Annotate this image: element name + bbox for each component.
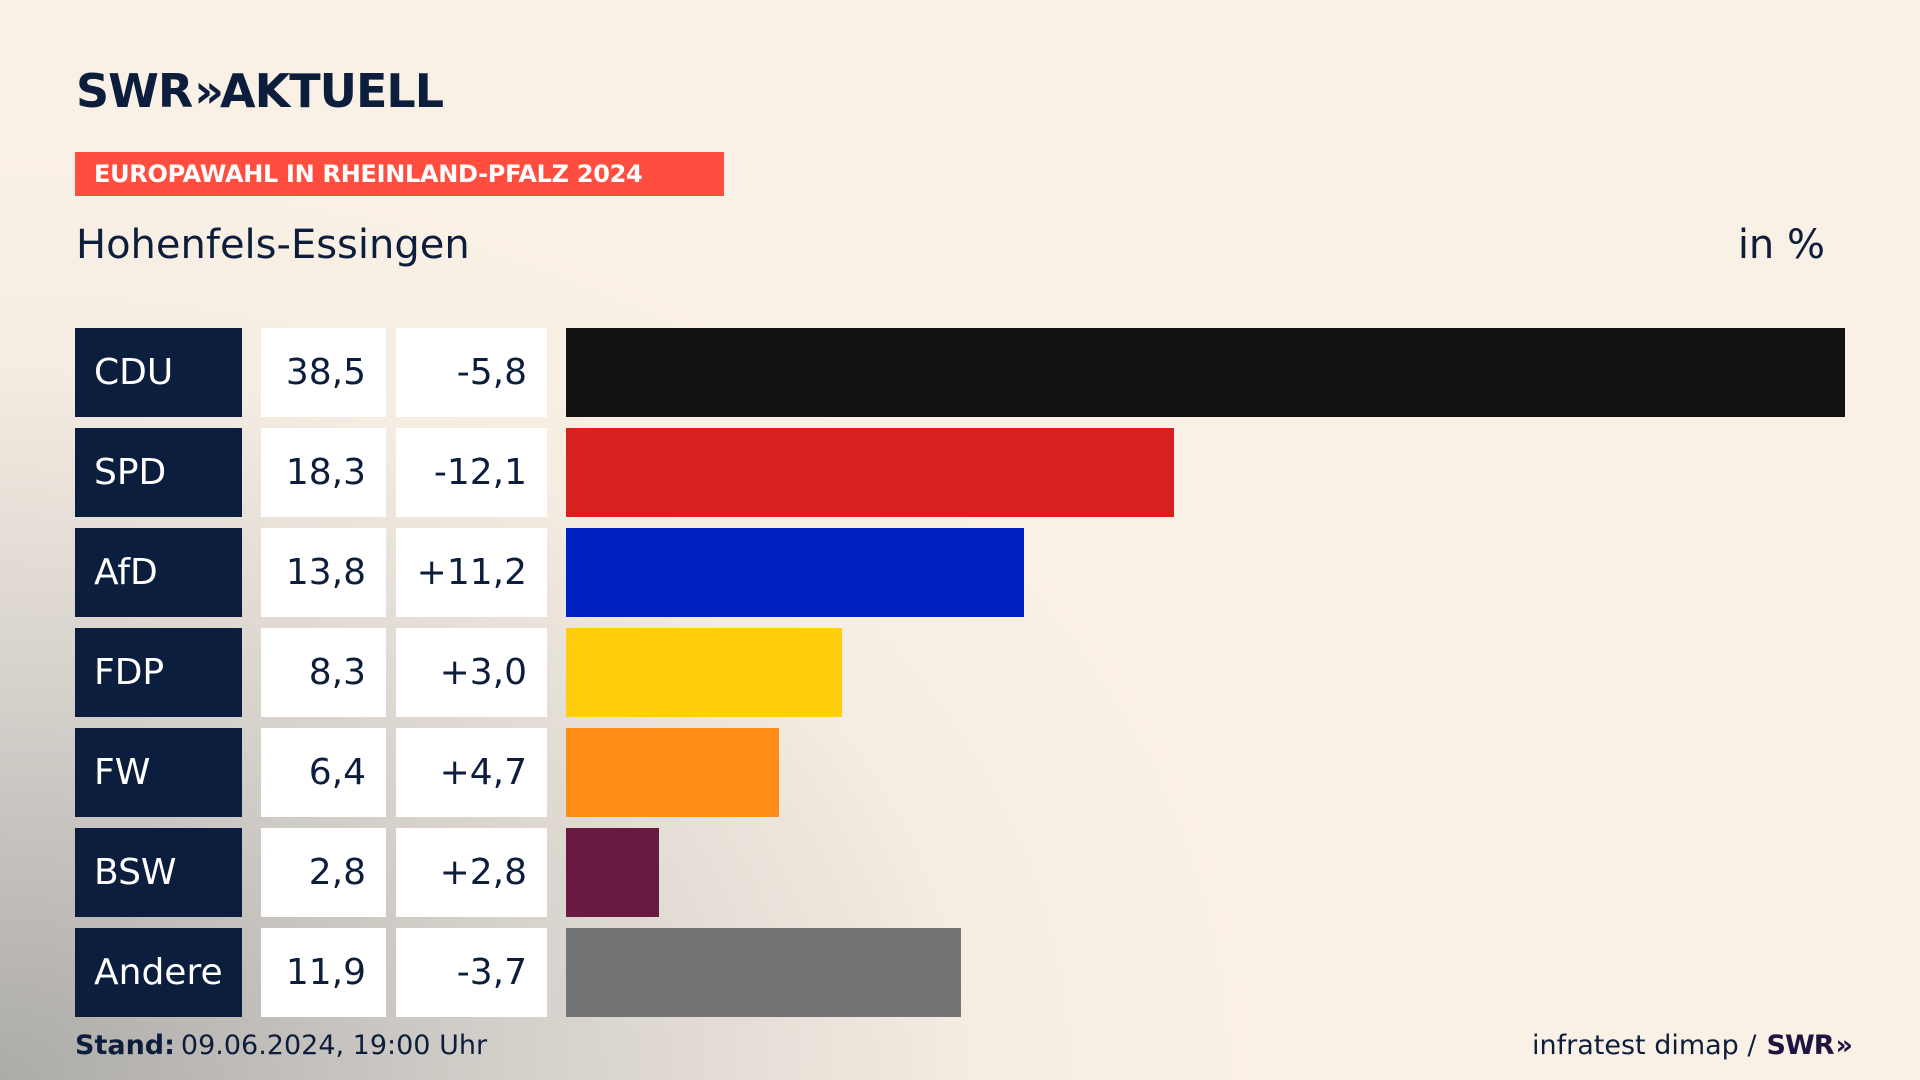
vote-share-value: 13,8 [261,528,386,617]
source-credit: infratest dimap / SWR » [1532,1030,1854,1061]
party-label: Andere [75,928,242,1017]
change-value: +3,0 [396,628,547,717]
timestamp: Stand: 09.06.2024, 19:00 Uhr [75,1030,487,1061]
bar-andere [566,928,961,1017]
result-row-spd: SPD 18,3 -12,1 [0,428,1920,517]
change-value: +2,8 [396,828,547,917]
change-value: -3,7 [396,928,547,1017]
logo-swr-text: SWR [76,64,193,118]
vote-share-value: 11,9 [261,928,386,1017]
bar-fw [566,728,779,817]
bar-afd [566,528,1024,617]
party-label: CDU [75,328,242,417]
bar-fdp [566,628,842,717]
election-banner: EUROPAWAHL IN RHEINLAND-PFALZ 2024 [75,152,724,196]
unit-label: in % [1737,222,1825,268]
source-swr-logo: SWR [1766,1030,1835,1061]
swr-aktuell-logo: SWR » AKTUELL [76,64,444,118]
vote-share-value: 8,3 [261,628,386,717]
logo-chevron-icon: » [194,64,223,118]
change-value: -5,8 [396,328,547,417]
party-label: SPD [75,428,242,517]
bar-spd [566,428,1174,517]
result-row-andere: Andere 11,9 -3,7 [0,928,1920,1017]
party-label: AfD [75,528,242,617]
bar-cdu [566,328,1845,417]
logo-aktuell-text: AKTUELL [220,64,444,118]
stand-label: Stand: [75,1030,175,1061]
result-row-fw: FW 6,4 +4,7 [0,728,1920,817]
vote-share-value: 6,4 [261,728,386,817]
result-row-afd: AfD 13,8 +11,2 [0,528,1920,617]
stand-value: 09.06.2024, 19:00 Uhr [180,1030,488,1061]
source-chevron-icon: » [1835,1030,1854,1061]
vote-share-value: 38,5 [261,328,386,417]
change-value: -12,1 [396,428,547,517]
source-text: infratest dimap / [1532,1030,1757,1061]
result-row-bsw: BSW 2,8 +2,8 [0,828,1920,917]
vote-share-value: 2,8 [261,828,386,917]
chart-title: Hohenfels-Essingen [76,222,470,268]
result-row-fdp: FDP 8,3 +3,0 [0,628,1920,717]
change-value: +11,2 [396,528,547,617]
change-value: +4,7 [396,728,547,817]
vote-share-value: 18,3 [261,428,386,517]
bar-bsw [566,828,659,917]
party-label: FW [75,728,242,817]
party-label: FDP [75,628,242,717]
party-label: BSW [75,828,242,917]
result-row-cdu: CDU 38,5 -5,8 [0,328,1920,417]
